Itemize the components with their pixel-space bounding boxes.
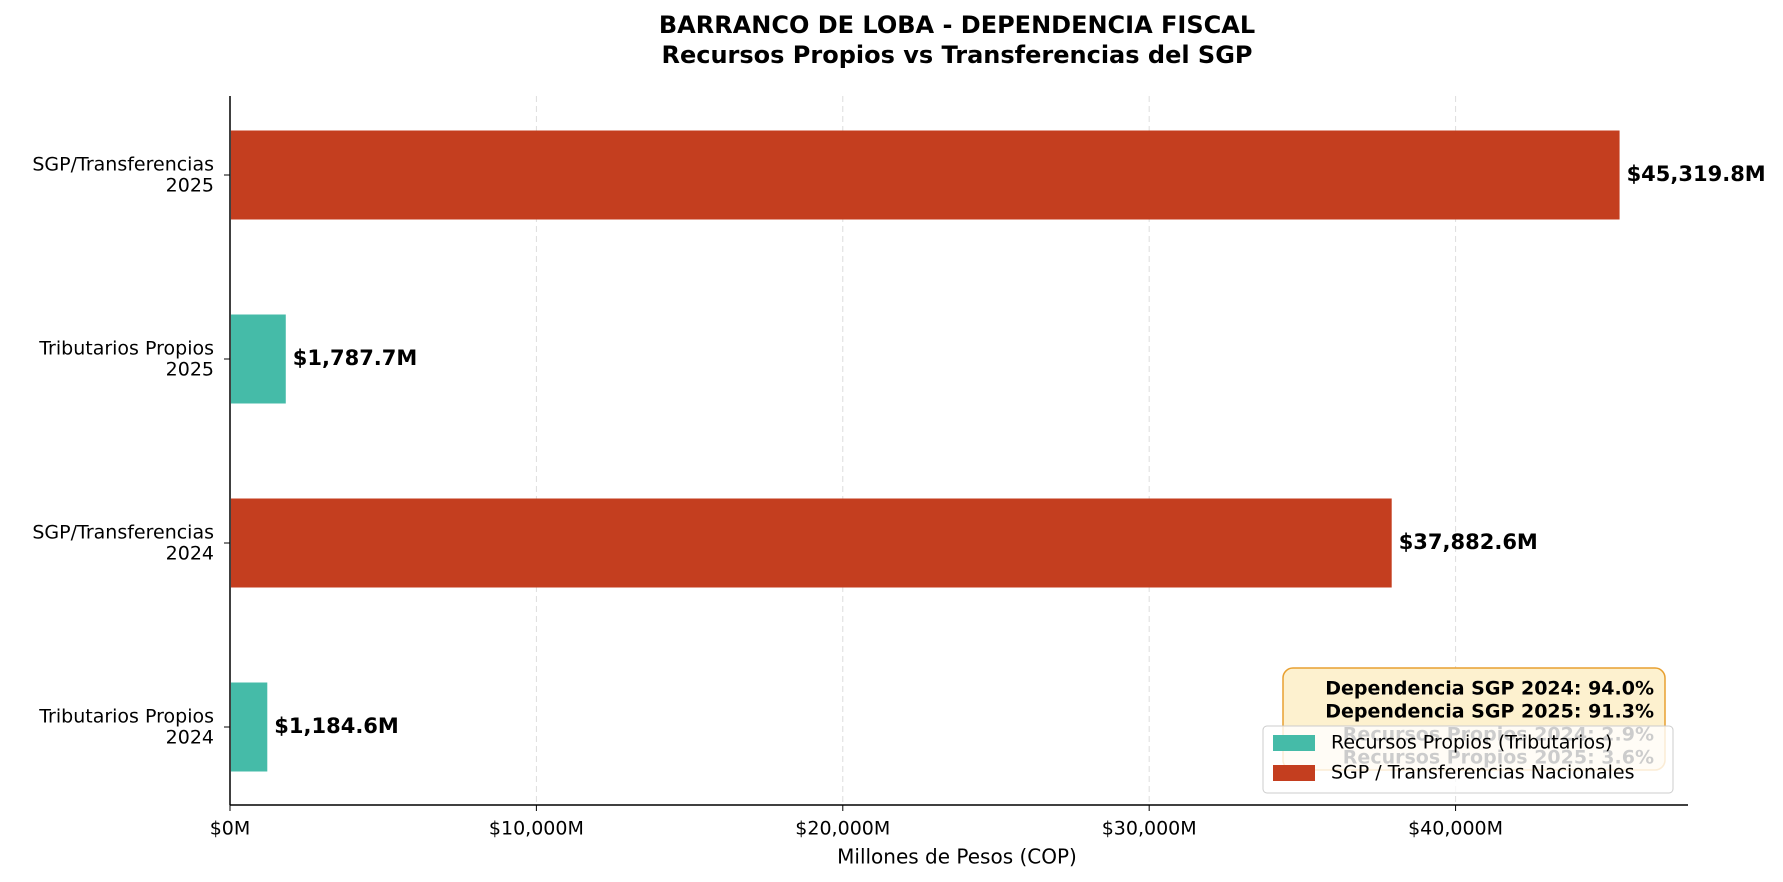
y-tick-label: SGP/Transferencias 2025 <box>32 153 214 196</box>
legend-swatch <box>1273 735 1315 751</box>
legend-label: SGP / Transferencias Nacionales <box>1331 762 1635 784</box>
value-label: $1,787.7M <box>293 346 418 370</box>
bar <box>231 498 1392 588</box>
legend-label: Recursos Propios (Tributarios) <box>1331 732 1612 754</box>
x-tick-label: $20,000M <box>795 818 890 840</box>
bar <box>231 314 286 404</box>
y-tick-label: SGP/Transferencias 2024 <box>32 521 214 564</box>
x-tick-label: $30,000M <box>1102 818 1197 840</box>
x-tick-label: $0M <box>210 818 251 840</box>
value-label: $45,319.8M <box>1627 162 1766 186</box>
value-label: $37,882.6M <box>1399 530 1538 554</box>
legend-box <box>1262 725 1674 794</box>
bar <box>231 682 268 772</box>
chart-title: BARRANCO DE LOBA - DEPENDENCIA FISCAL <box>659 11 1255 39</box>
value-label: $1,184.6M <box>274 714 399 738</box>
y-tick-label: Tributarios Propios 2024 <box>38 705 214 748</box>
x-axis-label: Millones de Pesos (COP) <box>837 845 1077 869</box>
y-tick-label: Tributarios Propios 2025 <box>38 337 214 380</box>
x-tick-label: $10,000M <box>489 818 584 840</box>
legend-swatch <box>1273 765 1315 781</box>
legend: Recursos Propios (Tributarios) SGP / Tran… <box>1262 725 1674 794</box>
x-tick-label: $40,000M <box>1408 818 1503 840</box>
chart-subtitle: Recursos Propios vs Transferencias del S… <box>661 41 1252 69</box>
bar <box>231 130 1620 220</box>
annotation-line: Dependencia SGP 2024: 94.0% <box>1325 678 1654 700</box>
annotation-line: Dependencia SGP 2025: 91.3% <box>1325 701 1654 723</box>
